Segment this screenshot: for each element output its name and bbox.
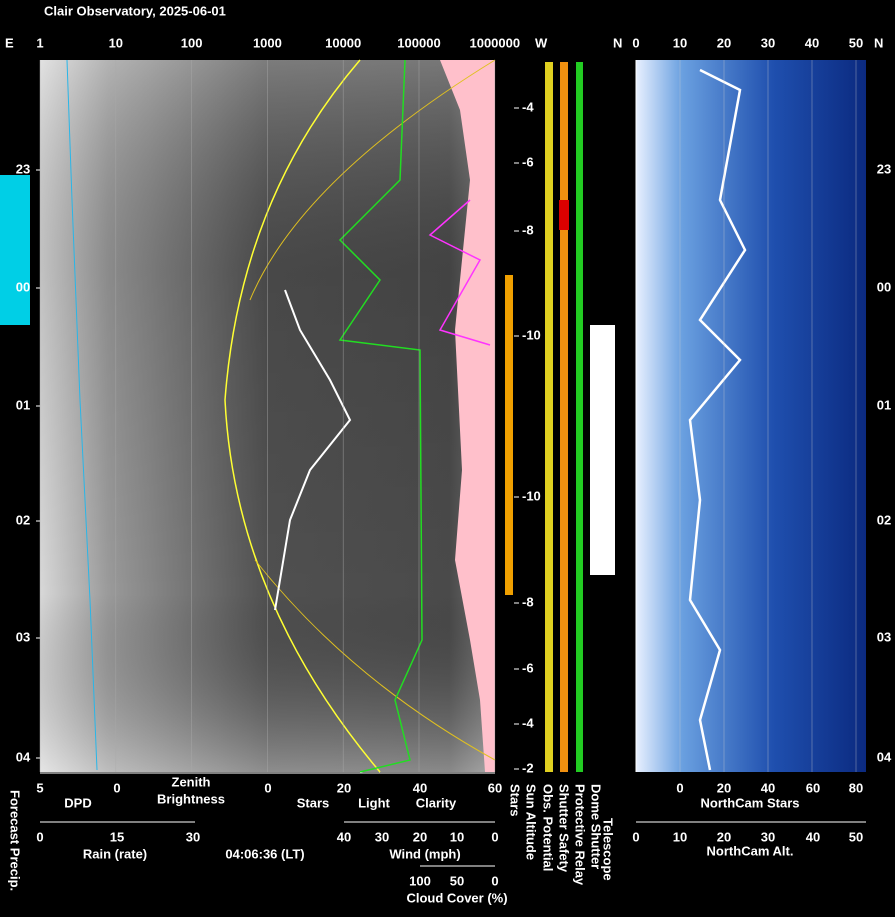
vertical-label: Sun Altitude: [524, 784, 539, 860]
protective-relay-bar: [576, 62, 583, 772]
wind-label: Wind (mph): [389, 846, 460, 861]
northcam-alt-tick-label: 10: [673, 829, 687, 844]
obs-potential-bar: [545, 62, 553, 772]
sun-altitude-label: -10: [522, 488, 541, 503]
northcam-alt-tick-label: 40: [806, 829, 820, 844]
dpd-label: DPD: [64, 795, 91, 810]
wind-tick-label: 30: [375, 829, 389, 844]
sun-altitude-label: -2: [522, 760, 534, 775]
time-label: 00: [877, 279, 891, 294]
cloud-tick-label: 0: [491, 873, 498, 888]
time-label: 01: [877, 397, 891, 412]
northcam-stars-tick-label: 60: [806, 780, 820, 795]
time-label: 00: [16, 279, 30, 294]
light-label: Light: [358, 795, 390, 810]
time-label: 02: [16, 512, 30, 527]
vertical-label: Forecast Precip.: [8, 790, 23, 891]
time-label: 02: [877, 512, 891, 527]
rain-tick-label: 0: [36, 829, 43, 844]
brightness-label: Brightness: [157, 791, 225, 806]
northcam-tick-label: 20: [717, 35, 731, 50]
stars-tick-label: 0: [264, 780, 271, 795]
brightness-tick-label: 1: [36, 35, 43, 50]
cloud-label: Cloud Cover (%): [406, 890, 507, 905]
rain-tick-label: 15: [110, 829, 124, 844]
stars-label: Stars: [297, 795, 330, 810]
northcam-alt-label: NorthCam Alt.: [707, 843, 794, 858]
northcam-tick-label: 40: [805, 35, 819, 50]
wind-tick-label: 20: [413, 829, 427, 844]
northcam-stars-label: NorthCam Stars: [701, 795, 800, 810]
northcam-alt-tick-label: 50: [849, 829, 863, 844]
zenith-label: Zenith: [172, 774, 211, 789]
wind-tick-label: 0: [491, 829, 498, 844]
title: Clair Observatory, 2025-06-01: [44, 3, 226, 18]
cloud-tick-label: 50: [450, 873, 464, 888]
northcam-tick-label: 30: [761, 35, 775, 50]
northcam-tick-label: 50: [849, 35, 863, 50]
time-label: 03: [16, 629, 30, 644]
northcam-stars-tick-label: 0: [676, 780, 683, 795]
time-label: 23: [16, 161, 30, 176]
northcam-tick-label: 10: [673, 35, 687, 50]
sun-altitude-label: -4: [522, 715, 534, 730]
telescope-bar: [590, 325, 615, 575]
dpd-tick-label: 0: [113, 780, 120, 795]
sun-altitude-label: -6: [522, 154, 534, 169]
northcam-panel: [636, 60, 866, 772]
stars-tick-label: 40: [413, 780, 427, 795]
northcam-stars-tick-label: 40: [761, 780, 775, 795]
sun-altitude-label: -4: [522, 99, 534, 114]
forecast-precip: [0, 175, 30, 325]
northcam-alt-tick-label: 20: [717, 829, 731, 844]
stars-tick-label: 60: [488, 780, 502, 795]
sun-altitude-label: -6: [522, 660, 534, 675]
northcam-alt-tick-label: 30: [761, 829, 775, 844]
east-label: E: [5, 35, 14, 50]
time-label: 23: [877, 161, 891, 176]
time-stamp: 04:06:36 (LT): [225, 846, 304, 861]
stars-tick-label: 20: [337, 780, 351, 795]
sun-altitude-label: -8: [522, 222, 534, 237]
sun-altitude-label: -8: [522, 594, 534, 609]
brightness-tick-label: 1000000: [469, 35, 520, 50]
northcam-stars-tick-label: 20: [717, 780, 731, 795]
dpd-tick-label: 5: [36, 780, 43, 795]
cloud-tick-label: 100: [409, 873, 431, 888]
sun-altitude-label: -10: [522, 327, 541, 342]
brightness-tick-label: 100: [181, 35, 203, 50]
northcam-alt-tick-label: 0: [632, 829, 639, 844]
west-label: W: [535, 35, 548, 50]
vertical-label: Protective Relay: [573, 784, 588, 886]
sun-altitude-bar: [505, 275, 513, 595]
vertical-label: Stars: [508, 784, 523, 817]
northcam-stars-tick-label: 80: [849, 780, 863, 795]
brightness-tick-label: 10000: [325, 35, 361, 50]
rain-label: Rain (rate): [83, 846, 147, 861]
north-label: N: [613, 35, 622, 50]
shutter-safety-bar: [560, 62, 568, 772]
vertical-label: Obs. Potential: [541, 784, 556, 871]
vertical-label: Dome Shutter: [589, 784, 604, 869]
brightness-tick-label: 100000: [397, 35, 440, 50]
wind-tick-label: 40: [337, 829, 351, 844]
time-label: 01: [16, 397, 30, 412]
alert: [559, 200, 569, 230]
vertical-label: Telescope: [601, 818, 616, 881]
rain-tick-label: 30: [186, 829, 200, 844]
brightness-tick-label: 1000: [253, 35, 282, 50]
time-label: 04: [877, 749, 892, 764]
time-label: 03: [877, 629, 891, 644]
vertical-label: Shutter Safety: [557, 784, 572, 873]
brightness-tick-label: 10: [109, 35, 123, 50]
time-label: 04: [16, 749, 31, 764]
wind-tick-label: 10: [450, 829, 464, 844]
clarity-label: Clarity: [416, 795, 457, 810]
north-label: N: [874, 35, 883, 50]
northcam-tick-label: 0: [632, 35, 639, 50]
